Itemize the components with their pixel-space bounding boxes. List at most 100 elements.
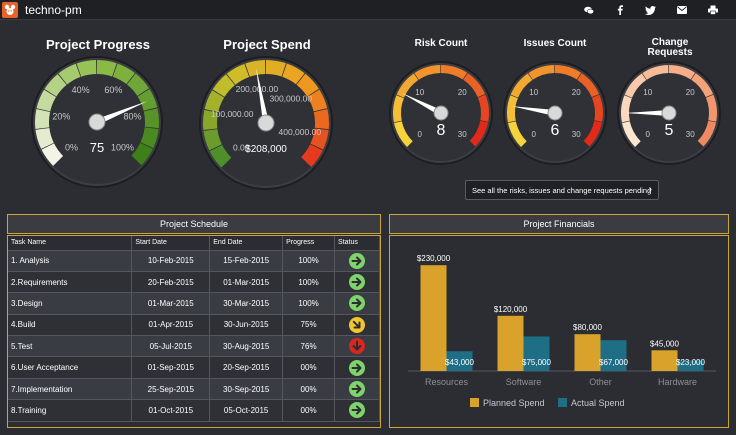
print-icon[interactable]: [697, 3, 728, 17]
gauge-band-segment: [622, 121, 641, 147]
facebook-icon[interactable]: [604, 3, 635, 17]
gauge-tick-label: 0.00: [233, 143, 250, 153]
gauge-tick-label: 20: [458, 88, 467, 97]
gauge-tick-label: 0: [418, 130, 423, 139]
gauge-band-segment: [441, 65, 468, 80]
schedule-panel-title: Project Schedule: [159, 219, 229, 229]
gauge-needle: [256, 67, 269, 124]
status-arrow-icon: [349, 295, 366, 312]
gauge-band-segment: [621, 95, 632, 123]
col-start-date: Start Date: [131, 236, 211, 251]
category-label: Software: [506, 377, 542, 387]
gauge-band-segment: [209, 144, 232, 168]
gauge-band-segment: [58, 63, 81, 85]
task-name-cell: 6.User Acceptance: [8, 356, 133, 379]
start-date-cell: 10-Feb-2015: [131, 250, 211, 272]
gauge-tick-label: 80%: [124, 111, 142, 121]
status-cell: [334, 356, 380, 379]
gauge-needle: [95, 100, 148, 125]
gauge-hub: [547, 105, 563, 121]
col-end-date: End Date: [209, 236, 284, 251]
gauge-band-segment: [697, 120, 717, 147]
gauge-band-segment: [313, 108, 329, 130]
schedule-row[interactable]: 5.Test 05-Jul-2015 30-Aug-2015 76%: [8, 335, 380, 358]
bar-value-label: $230,000: [417, 254, 451, 263]
gauge-band-segment: [126, 73, 150, 96]
end-date-cell: 30-Jun-2015: [209, 314, 284, 337]
gauge-band-segment: [140, 127, 159, 149]
task-name-cell: 3.Design: [8, 292, 133, 315]
status-cell: [334, 378, 380, 401]
status-cell: [334, 271, 380, 294]
start-date-cell: 05-Jul-2015: [131, 335, 211, 358]
app-logo-icon[interactable]: [2, 2, 18, 18]
col-progress: Progress: [282, 236, 336, 251]
gauge-band-segment: [143, 108, 160, 129]
top-bar: techno-pm: [0, 0, 736, 20]
start-date-cell: 25-Sep-2015: [131, 378, 211, 401]
gauge-band-segment: [477, 94, 489, 122]
bar-value-label: $120,000: [494, 305, 528, 314]
gauge-needle: [625, 110, 669, 116]
planned-spend-bar: [651, 350, 678, 371]
chat-icon[interactable]: [573, 3, 604, 17]
gauge-tick-label: 300,000.00: [270, 93, 313, 103]
twitter-icon[interactable]: [635, 3, 666, 17]
gauge-band-segment: [282, 63, 305, 85]
status-arrow-icon: [349, 359, 366, 376]
financials-panel-header: Project Financials: [389, 214, 729, 234]
schedule-row[interactable]: 8.Training 01-Oct-2015 05-Oct-2015 00%: [8, 399, 380, 422]
progress-cell: 100%: [282, 292, 336, 315]
gauge-band-segment: [394, 121, 413, 147]
progress-cell: 76%: [282, 335, 336, 358]
gauge-hub: [433, 105, 449, 121]
gauge-band-segment: [642, 65, 669, 80]
financials-panel-title: Project Financials: [523, 219, 595, 229]
schedule-row[interactable]: 2.Requirements 20-Feb-2015 01-Mar-2015 100%: [8, 271, 380, 294]
bar-value-label: $23,000: [676, 358, 705, 367]
schedule-row[interactable]: 1. Analysis 10-Feb-2015 15-Feb-2015 100%: [8, 250, 380, 272]
status-arrow-icon: [349, 402, 366, 419]
legend-swatch: [558, 398, 567, 407]
gauge-band-segment: [583, 120, 603, 147]
gauge-value-label: $208,000: [245, 144, 287, 155]
end-date-cell: 30-Aug-2015: [209, 335, 284, 358]
view-pending-items-label: See all the risks, issues and change req…: [472, 185, 652, 195]
schedule-row[interactable]: 3.Design 01-Mar-2015 30-Mar-2015 100%: [8, 292, 380, 315]
bar-value-label: $75,000: [522, 358, 551, 367]
schedule-row[interactable]: 4.Build 01-Apr-2015 30-Jun-2015 75%: [8, 314, 380, 337]
gauge-band-segment: [577, 73, 600, 98]
gauge-band-segment: [414, 65, 441, 80]
issues-gauge-title: Issues Count: [523, 38, 587, 49]
gauge-tick-label: 400,000.00: [279, 127, 322, 137]
gauge-band-segment: [528, 65, 555, 80]
gauge-band-segment: [310, 128, 329, 150]
gauge-tick-label: 200,000.00: [236, 84, 279, 94]
mail-icon[interactable]: [666, 3, 697, 17]
gauge-band-segment: [510, 73, 533, 98]
gauge-band-segment: [226, 63, 250, 85]
gauge-band-segment: [36, 89, 57, 112]
task-name-cell: 1. Analysis: [8, 250, 133, 272]
task-name-cell: 8.Training: [8, 399, 133, 422]
category-label: Other: [589, 377, 612, 387]
end-date-cell: 30-Sep-2015: [209, 378, 284, 401]
gauge-band-segment: [296, 73, 319, 97]
gauge-band-segment: [203, 129, 222, 151]
gauge-needle: [511, 106, 556, 116]
end-date-cell: 15-Feb-2015: [209, 250, 284, 272]
start-date-cell: 01-Oct-2015: [131, 399, 211, 422]
view-pending-items-button[interactable]: See all the risks, issues and change req…: [465, 180, 659, 200]
schedule-row[interactable]: 6.User Acceptance 01-Sep-2015 20-Sep-2015 0…: [8, 356, 380, 379]
gauge-tick-label: 30: [458, 130, 467, 139]
schedule-row[interactable]: 7.Implementation 25-Sep-2015 30-Sep-2015 00…: [8, 378, 380, 401]
gauge-tick-label: 100,000.00: [211, 109, 254, 119]
progress-gauge: 0% 20% 40% 60% 80% 100% 75: [31, 56, 163, 188]
bar-value-label: $45,000: [650, 339, 679, 348]
bar-value-label: $43,000: [445, 358, 474, 367]
risk-gauge-title: Risk Count: [414, 38, 468, 49]
gauge-band-segment: [245, 60, 266, 77]
gauge-band-segment: [97, 60, 117, 77]
start-date-cell: 01-Sep-2015: [131, 356, 211, 379]
actual-spend-bar: [523, 336, 550, 371]
